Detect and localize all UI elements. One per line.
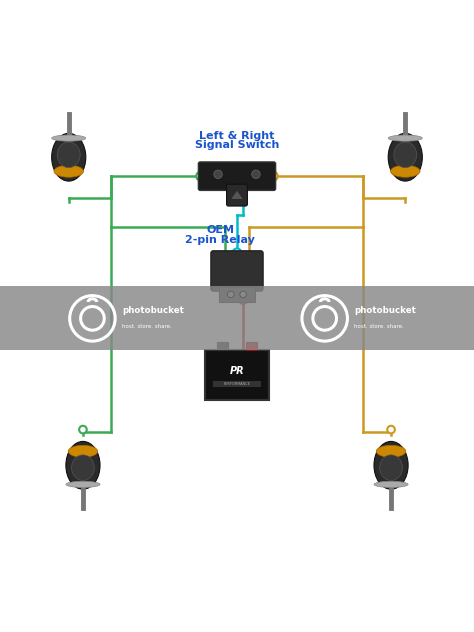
Ellipse shape [388, 135, 422, 141]
Text: photobucket: photobucket [354, 306, 416, 315]
Ellipse shape [66, 441, 100, 489]
Circle shape [214, 170, 222, 179]
FancyBboxPatch shape [213, 382, 261, 387]
Ellipse shape [72, 455, 94, 480]
Text: PERFORMANCE: PERFORMANCE [224, 382, 250, 386]
FancyBboxPatch shape [198, 162, 276, 190]
Ellipse shape [54, 166, 83, 177]
FancyBboxPatch shape [211, 251, 263, 291]
Text: PR: PR [230, 367, 244, 377]
Bar [0, 286, 474, 350]
Circle shape [196, 172, 205, 181]
Ellipse shape [374, 441, 408, 489]
Text: host. store. share.: host. store. share. [122, 324, 172, 329]
Text: 2-pin Relay: 2-pin Relay [185, 235, 255, 245]
FancyBboxPatch shape [219, 287, 255, 302]
Circle shape [79, 426, 87, 434]
Ellipse shape [57, 142, 80, 167]
Ellipse shape [66, 482, 100, 487]
Text: Signal Switch: Signal Switch [195, 140, 279, 150]
Text: Left & Right: Left & Right [199, 131, 275, 141]
FancyBboxPatch shape [227, 185, 247, 206]
Ellipse shape [376, 446, 406, 458]
Text: host. store. share.: host. store. share. [354, 324, 404, 329]
Ellipse shape [52, 135, 86, 141]
FancyBboxPatch shape [246, 342, 257, 350]
FancyBboxPatch shape [217, 342, 228, 350]
Circle shape [239, 295, 247, 304]
Ellipse shape [68, 446, 98, 458]
Text: photobucket: photobucket [122, 306, 184, 315]
Circle shape [387, 426, 395, 434]
Circle shape [233, 248, 241, 257]
Ellipse shape [52, 133, 86, 181]
Polygon shape [231, 191, 243, 199]
Circle shape [233, 186, 241, 195]
Circle shape [269, 172, 278, 181]
Ellipse shape [388, 133, 422, 181]
Ellipse shape [391, 166, 420, 177]
Text: OEM: OEM [206, 226, 235, 236]
Circle shape [252, 170, 260, 179]
Ellipse shape [380, 455, 402, 480]
Ellipse shape [374, 482, 408, 487]
FancyBboxPatch shape [205, 350, 269, 400]
Circle shape [228, 291, 234, 298]
Circle shape [240, 291, 246, 298]
Ellipse shape [394, 142, 417, 167]
